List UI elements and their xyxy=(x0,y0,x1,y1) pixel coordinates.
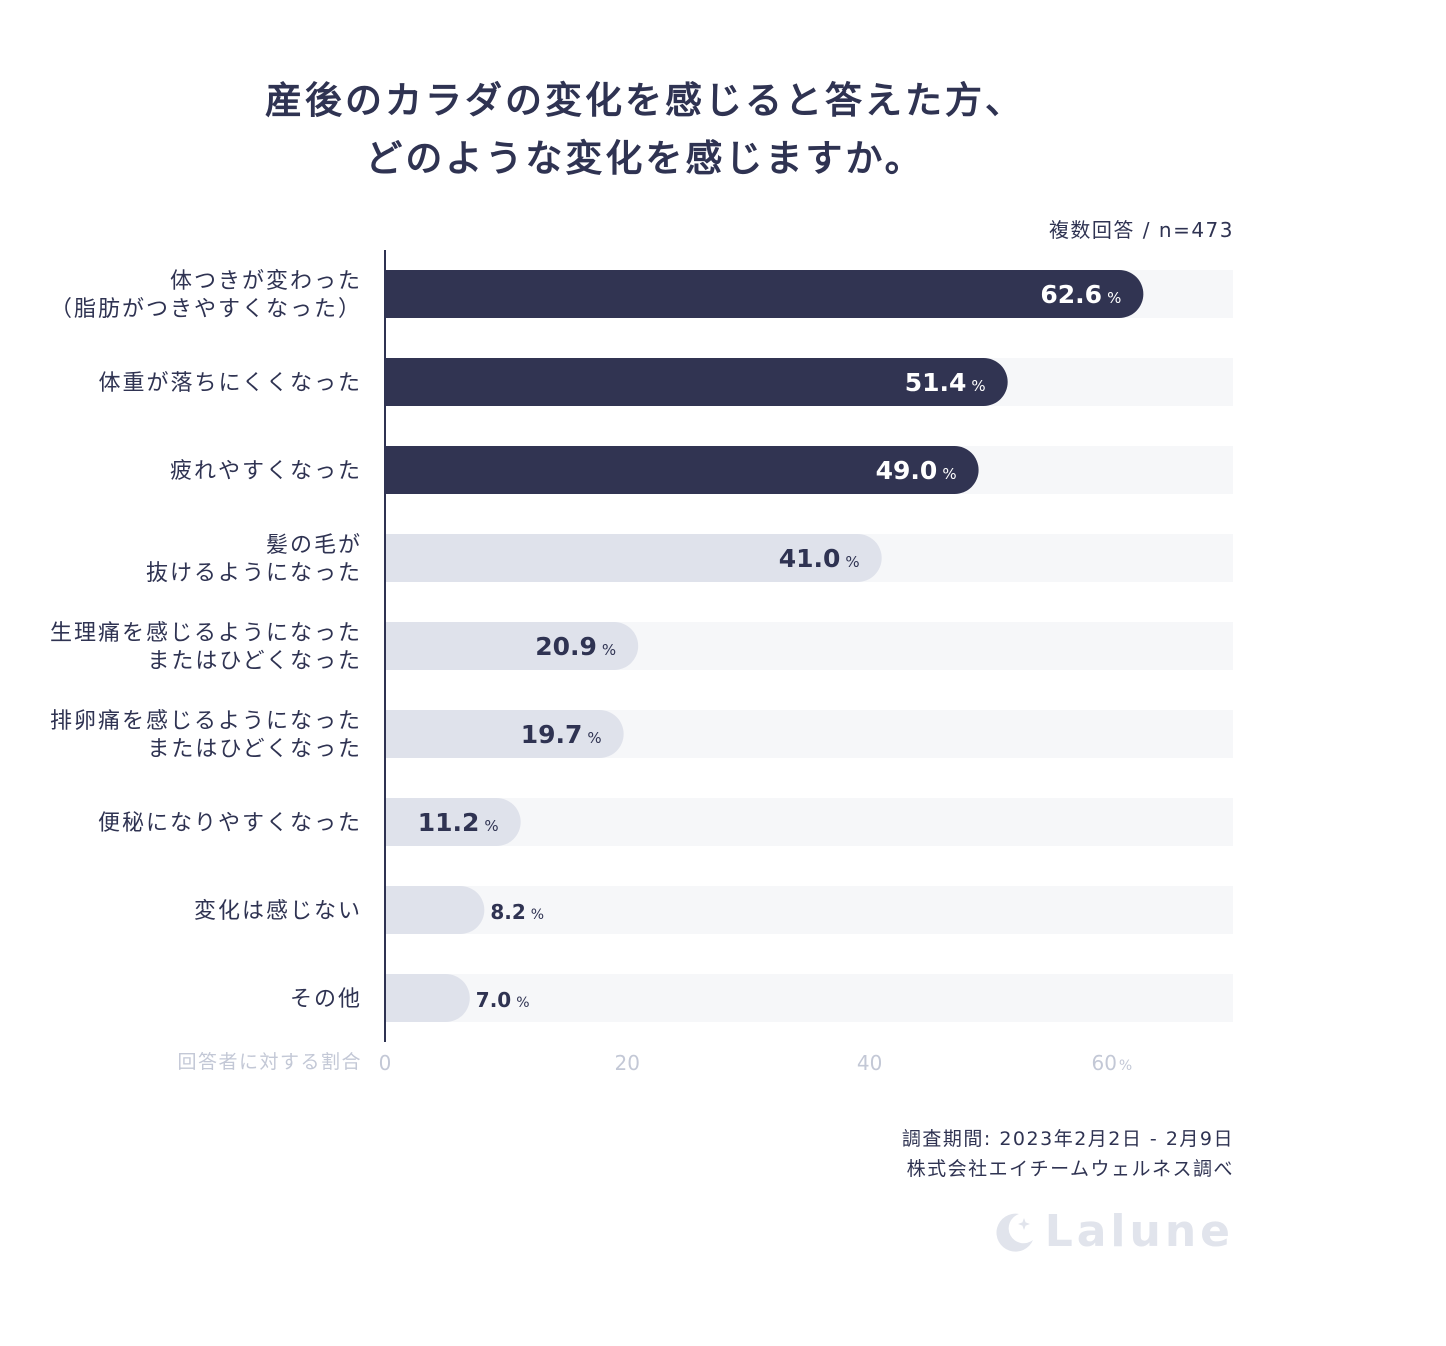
tick-number: 40 xyxy=(857,1051,882,1075)
value-label: 62.6% xyxy=(1040,280,1121,309)
value-label: 8.2% xyxy=(490,900,544,924)
category-label: 体つきが変わった xyxy=(170,269,362,294)
value-label: 41.0% xyxy=(779,544,860,573)
tick-number: 0 xyxy=(379,1051,392,1075)
x-tick-label: 60% xyxy=(1091,1051,1132,1075)
value-unit: % xyxy=(1107,289,1121,307)
bar xyxy=(385,622,639,670)
value-unit: % xyxy=(587,729,601,747)
category-label: 排卵痛を感じるようになった xyxy=(50,709,362,734)
category-label: 髪の毛が xyxy=(266,533,362,558)
moon-icon xyxy=(996,1213,1033,1252)
bar xyxy=(385,798,521,846)
category-label: 抜けるようになった xyxy=(146,561,362,586)
value-label: 7.0% xyxy=(476,988,530,1012)
brand-name: Lalune xyxy=(1044,1206,1234,1257)
bar xyxy=(385,270,1144,318)
value-unit: % xyxy=(516,995,529,1011)
value-number: 20.9 xyxy=(535,632,597,661)
title-line-1: 産後のカラダの変化を感じると答えた方、 xyxy=(265,79,1025,122)
category-label: またはひどくなった xyxy=(147,737,362,762)
value-unit: % xyxy=(942,465,956,483)
x-tick-label: 0 xyxy=(379,1051,392,1075)
value-number: 19.7 xyxy=(521,720,583,749)
value-number: 41.0 xyxy=(779,544,841,573)
value-label: 51.4% xyxy=(905,368,986,397)
category-label: 生理痛を感じるようになった xyxy=(50,621,362,646)
bar xyxy=(385,534,882,582)
bar-track xyxy=(385,798,1233,846)
value-number: 7.0 xyxy=(476,988,511,1012)
bar xyxy=(385,974,470,1022)
bar xyxy=(385,886,485,934)
value-unit: % xyxy=(484,817,498,835)
value-number: 8.2 xyxy=(490,900,525,924)
value-label: 19.7% xyxy=(521,720,602,749)
source-note: 調査期間: 2023年2月2日 - 2月9日 株式会社エイチームウェルネス調べ xyxy=(902,1124,1234,1184)
category-label: 便秘になりやすくなった xyxy=(98,811,362,836)
category-label: （脂肪がつきやすくなった） xyxy=(50,297,362,322)
title-line-2: どのような変化を感じますか。 xyxy=(365,137,925,180)
value-label: 11.2% xyxy=(418,808,499,837)
tick-number: 60 xyxy=(1091,1051,1116,1075)
category-label: 変化は感じない xyxy=(194,899,362,924)
value-unit: % xyxy=(845,553,859,571)
value-label: 49.0% xyxy=(876,456,957,485)
value-number: 11.2 xyxy=(418,808,480,837)
value-number: 51.4 xyxy=(905,368,967,397)
category-label: 疲れやすくなった xyxy=(170,459,362,484)
bar xyxy=(385,358,1008,406)
category-label: 体重が落ちにくくなった xyxy=(98,371,362,396)
value-number: 49.0 xyxy=(876,456,938,485)
brand-logo: Lalune xyxy=(993,1206,1234,1257)
category-label: その他 xyxy=(290,987,362,1012)
tick-unit: % xyxy=(1119,1058,1132,1074)
category-label: またはひどくなった xyxy=(147,649,362,674)
value-number: 62.6 xyxy=(1040,280,1102,309)
value-unit: % xyxy=(602,641,616,659)
x-tick-label: 20 xyxy=(615,1051,640,1075)
chart-title: 産後のカラダの変化を感じると答えた方、 どのような変化を感じますか。 xyxy=(0,72,1290,188)
x-tick-label: 40 xyxy=(857,1051,882,1075)
x-axis-label: 回答者に対する割合 xyxy=(177,1051,362,1073)
survey-period: 調査期間: 2023年2月2日 - 2月9日 xyxy=(901,1128,1234,1150)
tick-number: 20 xyxy=(615,1051,640,1075)
bar-chart: 62.6 % 体つきが変わった （脂肪がつきやすくなった） 51.4 % 体重が落ちにくくな… xyxy=(49,250,1233,1075)
bar xyxy=(385,710,624,758)
sample-note: 複数回答 / n=473 xyxy=(1048,218,1234,242)
bar-track xyxy=(385,974,1233,1022)
value-unit: % xyxy=(531,907,544,923)
value-unit: % xyxy=(971,377,985,395)
value-label: 20.9% xyxy=(535,632,616,661)
survey-company: 株式会社エイチームウェルネス調べ xyxy=(906,1158,1234,1180)
bar-track xyxy=(385,886,1233,934)
bar xyxy=(385,446,979,494)
